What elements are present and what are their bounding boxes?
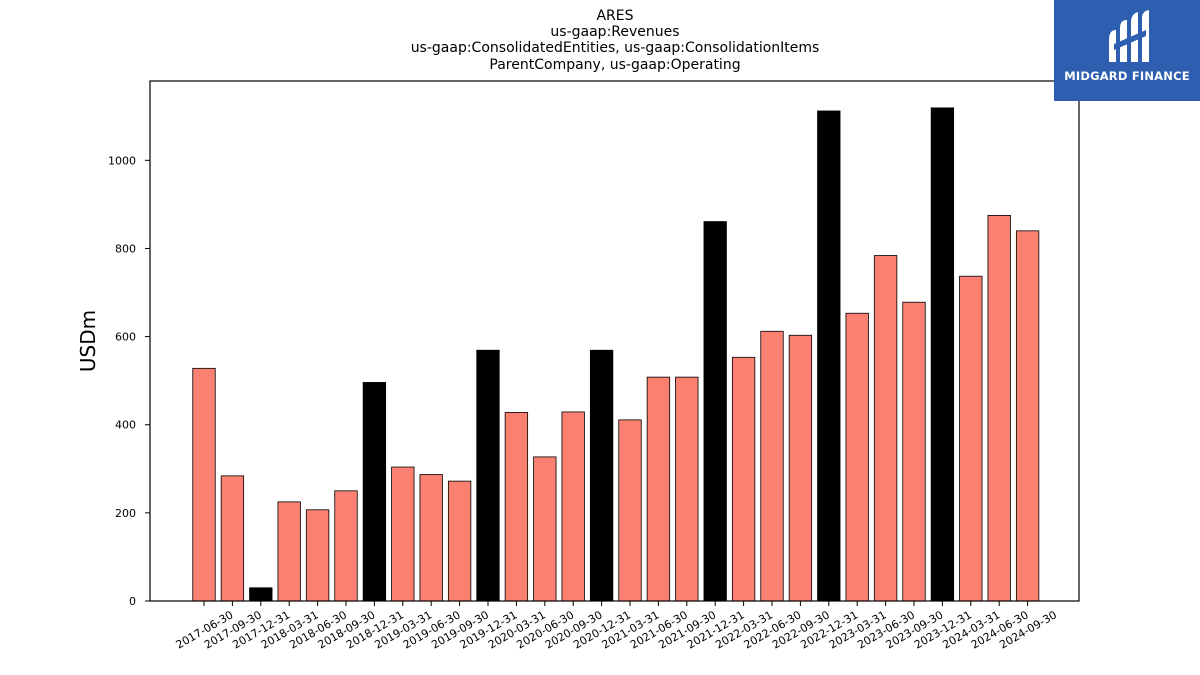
- bar-2022-09-30: [788, 334, 813, 602]
- title-line-3: us-gaap:ConsolidatedEntities, us-gaap:Co…: [411, 40, 820, 56]
- bar-2024-09-30: [1015, 230, 1040, 602]
- bar-2019-03-31: [391, 466, 415, 602]
- bar-2018-03-31: [277, 501, 301, 602]
- title-line-1: ARES: [596, 8, 633, 24]
- bar-2023-03-31: [845, 312, 869, 602]
- title-line-2: us-gaap:Revenues: [550, 24, 679, 40]
- title-line-4: ParentCompany, us-gaap:Operating: [489, 57, 740, 73]
- y-tick-label: 600: [115, 331, 136, 344]
- bar-2023-06-30: [873, 255, 898, 602]
- bars-group: [192, 107, 1040, 602]
- midgard-logo-icon: [1109, 10, 1149, 62]
- y-tick-label: 200: [115, 507, 136, 520]
- bar-2017-12-31: [249, 587, 273, 602]
- y-axis-ticks: 0 200 400 600 800 1000: [108, 154, 150, 608]
- bar-2019-06-30: [419, 474, 443, 602]
- bar-2022-06-30: [760, 330, 784, 602]
- bar-2020-09-30: [561, 411, 585, 602]
- bar-2019-09-30: [447, 480, 472, 602]
- x-axis-ticks: 2017-06-302017-09-302017-12-312018-03-31…: [174, 601, 1059, 652]
- bar-2018-06-30: [305, 509, 330, 602]
- bar-2018-12-31: [362, 382, 387, 602]
- bar-2021-03-31: [618, 419, 642, 602]
- bar-2020-06-30: [533, 456, 557, 602]
- bar-2022-03-31: [731, 356, 756, 602]
- bar-2020-12-31: [589, 349, 614, 602]
- bar-2023-09-30: [902, 301, 926, 602]
- bar-2022-12-31: [817, 110, 841, 602]
- bar-2021-12-31: [703, 221, 727, 602]
- midgard-finance-logo: MIDGARD FINANCE: [1054, 0, 1200, 101]
- y-tick-label: 400: [115, 419, 136, 432]
- bar-2019-12-31: [476, 349, 500, 602]
- chart-title: ARES us-gaap:Revenues us-gaap:Consolidat…: [411, 8, 820, 73]
- bar-2021-06-30: [646, 376, 671, 602]
- y-axis-label: USDm: [76, 310, 100, 372]
- bar-2018-09-30: [334, 490, 358, 602]
- y-tick-label: 0: [129, 595, 136, 608]
- y-tick-label: 800: [115, 242, 136, 255]
- bar-2023-12-31: [930, 107, 955, 602]
- y-tick-label: 1000: [108, 154, 136, 167]
- bar-2017-09-30: [220, 475, 245, 602]
- logo-text: MIDGARD FINANCE: [1064, 69, 1190, 83]
- plot-frame: [149, 80, 1080, 602]
- bar-2024-03-31: [959, 275, 983, 602]
- bar-2024-06-30: [987, 215, 1011, 602]
- bar-2021-09-30: [675, 376, 699, 602]
- bar-2017-06-30: [192, 367, 216, 602]
- bar-2020-03-31: [504, 411, 529, 602]
